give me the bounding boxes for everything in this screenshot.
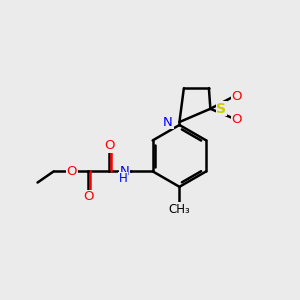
Text: CH₃: CH₃ xyxy=(169,203,190,216)
Text: O: O xyxy=(232,112,242,126)
Text: O: O xyxy=(83,190,93,203)
Text: N: N xyxy=(119,165,129,178)
Text: H: H xyxy=(119,172,128,185)
Text: S: S xyxy=(216,102,226,116)
Text: O: O xyxy=(232,90,242,103)
Text: O: O xyxy=(67,165,77,178)
Text: N: N xyxy=(163,116,173,128)
Text: O: O xyxy=(104,139,115,152)
